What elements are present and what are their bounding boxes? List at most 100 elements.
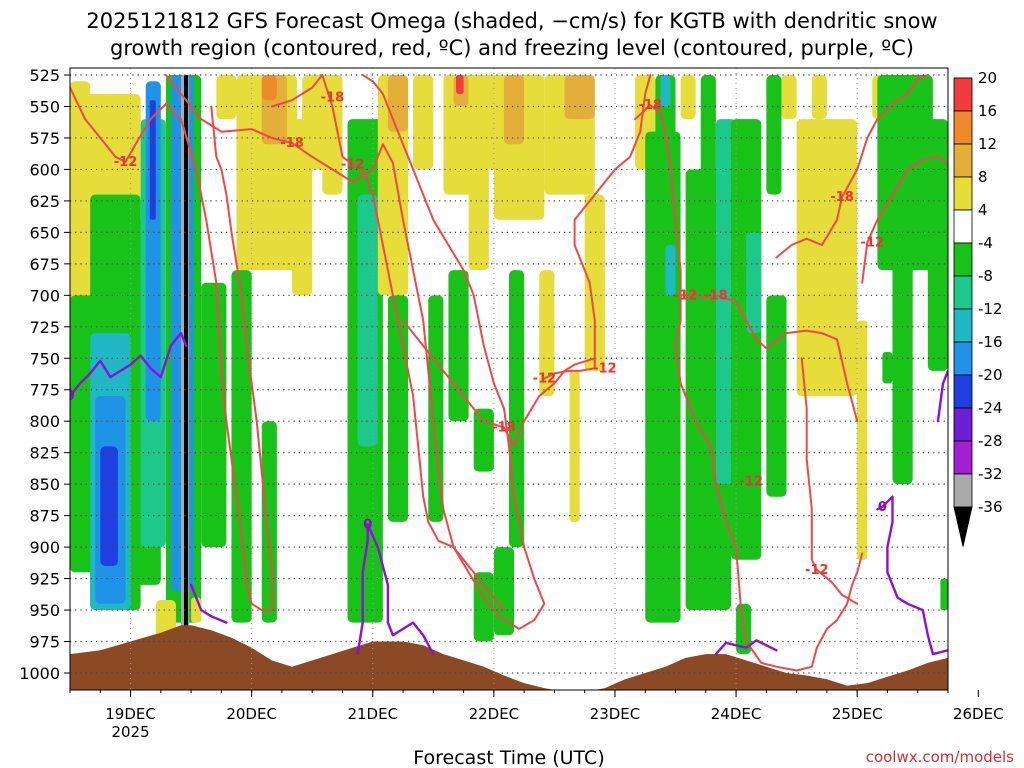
freezing-contour-line <box>356 523 435 656</box>
dgz-contour-label: -12 <box>533 371 557 386</box>
dgz-contour-line <box>775 74 929 259</box>
omega-shaded-region <box>322 75 343 195</box>
dgz-contour-label: -18 <box>492 421 516 436</box>
omega-shaded-region <box>191 597 202 623</box>
colorbar-label: 12 <box>978 135 997 153</box>
dgz-contour-line <box>543 367 596 380</box>
colorbar-label: -4 <box>978 234 993 252</box>
omega-shaded-region <box>731 119 762 560</box>
omega-shaded-region <box>665 244 676 296</box>
y-tick-label: 1000 <box>19 664 60 683</box>
dgz-contour-line <box>861 155 948 284</box>
omega-shaded-region <box>503 75 525 145</box>
y-tick-label: 825 <box>29 444 60 463</box>
y-axis: 525 550 575 600 625 650 675 700 725 750 775 800 825 8… <box>19 66 70 683</box>
omega-shaded-region <box>892 194 913 485</box>
colorbar-segment <box>953 374 973 409</box>
omega-shaded-region <box>746 232 762 334</box>
omega-shaded-region <box>261 421 277 623</box>
colorbar-label: -16 <box>978 333 1003 351</box>
colorbar-segment <box>953 473 973 508</box>
colorbar-label: -20 <box>978 366 1003 384</box>
dgz-contour-line <box>634 104 738 549</box>
omega-shaded-region <box>184 75 189 629</box>
colorbar-label: -12 <box>978 300 1003 318</box>
colorbar-segment <box>953 308 973 343</box>
omega-shaded-region <box>428 295 444 522</box>
colorbar-segment <box>953 143 973 178</box>
omega-shaded-region <box>149 100 156 220</box>
omega-shaded-region <box>145 81 161 422</box>
y-tick-label: 575 <box>29 129 60 148</box>
colorbar-label: -36 <box>978 498 1003 516</box>
colorbar-segment <box>953 440 973 475</box>
dgz-contour-label: -18 <box>639 98 663 113</box>
dgz-contour-label: -12 <box>674 288 698 303</box>
x-tick-label: 20DEC <box>226 705 277 723</box>
colorbar-label: 8 <box>978 168 988 186</box>
omega-shaded-region <box>680 75 696 120</box>
y-tick-label: 950 <box>29 601 60 620</box>
dgz-contour-line <box>70 86 273 612</box>
omega-shaded-region <box>660 75 671 107</box>
omega-shaded-region <box>493 547 515 636</box>
dgz-contour-line <box>270 74 324 108</box>
colorbar-label: -32 <box>978 465 1003 483</box>
omega-shaded-region <box>456 75 464 94</box>
x-axis-label: Forecast Time (UTC) <box>413 747 604 768</box>
omega-shaded-region <box>201 282 227 548</box>
dgz-contour-label: -18 <box>321 91 345 106</box>
omega-shading-layer <box>70 75 948 655</box>
gridlines-layer <box>70 68 948 690</box>
omega-shaded-region <box>940 578 948 611</box>
omega-shaded-region <box>781 75 797 120</box>
omega-shaded-region <box>655 75 676 271</box>
terrain-fill <box>70 625 948 690</box>
terrain-layer <box>70 625 948 690</box>
colorbar-segment <box>953 209 973 244</box>
omega-shaded-region <box>539 270 555 397</box>
freezing-contour-line <box>936 369 948 423</box>
colorbar-label: -8 <box>978 267 993 285</box>
y-tick-label: 750 <box>29 349 60 368</box>
chart-title-line-1: 2025121812 GFS Forecast Omega (shaded, −… <box>86 9 937 33</box>
x-tick-label: 21DEC <box>347 705 398 723</box>
omega-shaded-region <box>468 75 489 271</box>
credit-text: coolwx.com/models <box>866 748 1014 766</box>
y-tick-label: 850 <box>29 475 60 494</box>
omega-shaded-region <box>584 194 605 371</box>
colorbar-segment <box>953 407 973 442</box>
colorbar-segment <box>953 176 973 211</box>
colorbar-label: 16 <box>978 102 997 120</box>
y-tick-label: 675 <box>29 255 60 274</box>
dgz-contour-label: -18 <box>830 190 854 205</box>
freezing-contour-line <box>714 639 778 656</box>
omega-shaded-region <box>766 75 782 195</box>
y-tick-label: 550 <box>29 97 60 116</box>
freezing-contour-line <box>876 495 948 656</box>
dgz-contour-line <box>164 74 546 630</box>
omega-shaded-region <box>231 270 252 623</box>
y-tick-label: 925 <box>29 570 60 589</box>
x-tick-label: 26DEC <box>953 705 1004 723</box>
y-tick-label: 975 <box>29 633 60 652</box>
dgz-contour-label: -12 <box>114 155 138 170</box>
dgz-contour-label: -12 <box>593 361 617 376</box>
omega-shaded-region <box>387 75 409 132</box>
dgz-contour-line <box>573 74 652 370</box>
colorbar-segment <box>953 275 973 310</box>
freezing-contour-line <box>70 331 188 398</box>
dgz-contour-line <box>800 357 859 605</box>
colorbar-label: -24 <box>978 399 1003 417</box>
colorbar-segment <box>953 110 973 145</box>
freezing-contour-label: 0 <box>878 500 887 515</box>
omega-shaded-region <box>700 75 716 245</box>
y-tick-label: 625 <box>29 192 60 211</box>
freezing-contour-line <box>189 583 228 624</box>
omega-shaded-region <box>216 75 237 120</box>
omega-shaded-region <box>811 75 827 120</box>
colorbar-label: 20 <box>978 69 997 87</box>
x-tick-label: 25DEC <box>832 705 883 723</box>
dgz-contour-label: -18 <box>704 288 728 303</box>
